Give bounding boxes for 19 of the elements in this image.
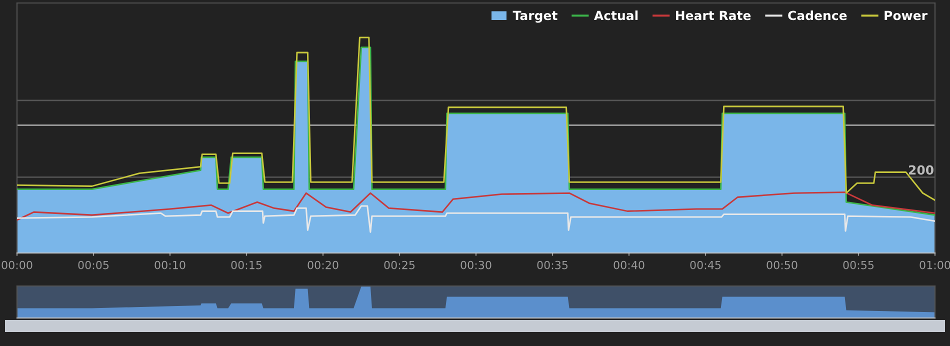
x-tick-label: 00:45 bbox=[690, 260, 721, 270]
x-tick-label: 00:35 bbox=[537, 260, 568, 270]
x-tick-label: 01:00 bbox=[920, 260, 950, 270]
x-tick-label: 00:10 bbox=[154, 260, 186, 270]
annotation: 200 bbox=[908, 165, 934, 175]
x-tick-label: 00:40 bbox=[614, 260, 644, 270]
legend-label: Target bbox=[512, 10, 558, 23]
legend-label: Cadence bbox=[788, 10, 847, 20]
legend-label: Heart Rate bbox=[676, 10, 751, 20]
x-tick-label: 00:25 bbox=[384, 260, 415, 270]
x-tick-label: 00:05 bbox=[78, 260, 109, 270]
x-tick-label: 00:20 bbox=[308, 260, 338, 270]
x-tick-label: 00:30 bbox=[460, 260, 492, 270]
legend-label: Actual bbox=[594, 10, 638, 20]
legend-label: Power bbox=[884, 10, 928, 20]
x-tick-label: 00:50 bbox=[766, 260, 798, 270]
x-tick-label: 00:55 bbox=[843, 260, 874, 270]
x-tick-label: 00:00 bbox=[2, 260, 32, 270]
x-tick-label: 00:15 bbox=[231, 260, 262, 270]
